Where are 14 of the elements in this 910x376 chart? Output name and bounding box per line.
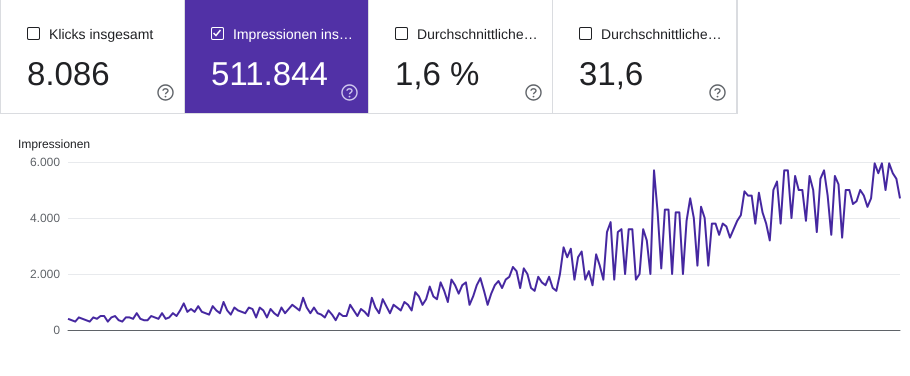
y-tick-label: 6.000 [30, 155, 60, 169]
y-tick-label: 0 [53, 323, 60, 337]
text: Durchschnittliche… [417, 26, 538, 42]
y-tick-label: 4.000 [30, 211, 60, 225]
text: Durchschnittliche… [601, 26, 722, 42]
text: Klicks insgesamt [49, 26, 154, 42]
text: 1,6 % [395, 55, 480, 93]
y-tick-label: 2.000 [30, 267, 60, 281]
line-series [67, 162, 901, 323]
text: 8.086 [27, 55, 110, 93]
text: Impressionen ins… [233, 26, 353, 42]
text: 31,6 [579, 55, 644, 93]
y-axis-title: Impressionen [18, 137, 90, 151]
text: 511.844 [211, 55, 328, 93]
